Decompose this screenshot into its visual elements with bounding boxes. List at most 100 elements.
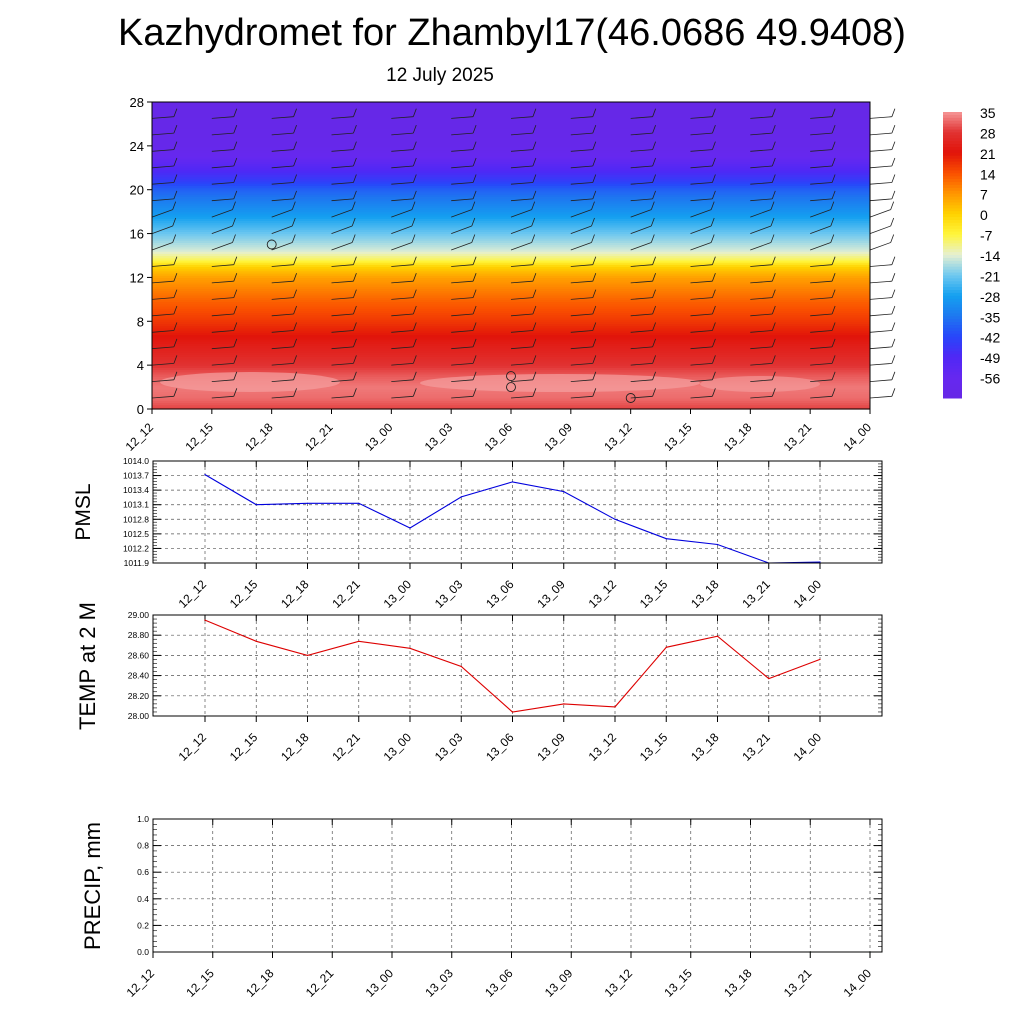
x-tick-label: 13_00: [381, 577, 415, 611]
x-tick-label: 12_18: [242, 420, 276, 454]
wind-barb-shaft: [271, 363, 294, 366]
wind-barb-flag: [293, 108, 297, 117]
wind-barb-shaft: [690, 379, 713, 382]
pmsl-data-point: [511, 481, 514, 483]
wind-barb-shaft: [570, 297, 593, 300]
colorbar-cell: [943, 120, 962, 125]
wind-barb-flag: [652, 322, 656, 331]
wind-barb: [869, 190, 896, 202]
heatmap-band: [152, 349, 870, 353]
wind-barb-shaft: [869, 182, 892, 185]
wind-barb: [750, 141, 776, 152]
colorbar-cell: [943, 249, 962, 253]
wind-barb-flag: [233, 338, 238, 348]
colorbar-cell: [943, 360, 962, 364]
heatmap-band: [152, 321, 870, 325]
wind-barb: [510, 141, 537, 152]
wind-barb-shaft: [331, 330, 354, 333]
x-tick-label: 13_12: [586, 730, 620, 764]
heatmap-band: [152, 167, 870, 171]
y-tick-label: 29.00: [128, 610, 150, 620]
wind-barb: [451, 141, 477, 152]
wind-barb-shaft: [151, 379, 174, 382]
heatmap-band: [152, 325, 870, 329]
wind-barb-flag: [472, 338, 477, 348]
colorbar-cell: [943, 225, 962, 230]
wind-barb: [211, 371, 238, 382]
wind-barb-shaft: [331, 264, 354, 267]
heatmap-band: [152, 402, 870, 406]
colorbar-cell: [943, 371, 962, 376]
temp-panel: [152, 614, 883, 722]
wind-barb-flag: [232, 234, 236, 243]
wind-barb: [750, 273, 776, 284]
wind-barb-flag: [532, 157, 537, 167]
wind-barb-flag: [353, 371, 357, 380]
colorbar-cell: [943, 170, 962, 174]
wind-barb-flag: [591, 217, 595, 227]
heatmap-band: [152, 102, 870, 105]
wind-barb-shaft: [690, 264, 713, 267]
wind-barb-shaft: [211, 313, 234, 317]
wind-barb: [690, 305, 716, 317]
wind-barb-flag: [891, 305, 896, 315]
wind-barb-flag: [412, 289, 417, 298]
wind-barb-shaft: [690, 209, 712, 218]
wind-barb-shaft: [810, 209, 831, 218]
wind-barb: [331, 174, 357, 185]
wind-barb-shaft: [391, 209, 413, 218]
wind-barb-flag: [831, 190, 836, 200]
wind-barb-shaft: [570, 198, 593, 202]
colorbar-cell: [943, 351, 962, 355]
wind-barb: [211, 338, 238, 350]
wind-barb-shaft: [211, 225, 233, 234]
wind-barb: [750, 371, 776, 382]
wind-barb: [451, 305, 477, 317]
colorbar-cell: [943, 182, 962, 186]
wind-barb: [391, 108, 417, 119]
wind-barb-shaft: [750, 242, 772, 251]
wind-barb-shaft: [271, 280, 294, 284]
wind-barb-shaft: [690, 225, 712, 234]
colorbar-cell: [943, 149, 962, 154]
wind-barb-shaft: [151, 330, 174, 333]
wind-barb: [331, 305, 357, 317]
wind-barb-shaft: [451, 346, 474, 350]
wind-barb-flag: [472, 322, 477, 331]
wind-barb-flag: [293, 305, 297, 315]
x-tick-label: 13_00: [362, 420, 396, 454]
heatmap-band: [152, 205, 870, 208]
wind-barb-flag: [592, 355, 597, 364]
colorbar-label: 0: [980, 207, 988, 223]
wind-barb: [690, 388, 716, 399]
wind-barb-shaft: [331, 313, 354, 317]
heatmap-band: [152, 270, 870, 274]
wind-barb-flag: [650, 234, 655, 243]
colorbar-cell: [943, 117, 962, 122]
pmsl-data-point: [460, 496, 462, 498]
wind-barb-shaft: [451, 116, 474, 119]
wind-barb: [211, 141, 238, 152]
wind-barb: [630, 388, 656, 399]
wind-barb-shaft: [570, 165, 593, 169]
wind-barb-shaft: [451, 182, 474, 185]
heatmap-band: [152, 172, 870, 175]
wind-barb: [331, 273, 357, 284]
wind-barb-flag: [233, 289, 238, 298]
wind-barb-flag: [532, 141, 537, 150]
wind-barb-flag: [652, 174, 656, 183]
wind-barb: [869, 174, 896, 185]
wind-barb-flag: [351, 234, 356, 243]
page-title: Kazhydromet for Zhambyl17(46.0686 49.940…: [118, 12, 906, 54]
colorbar-cell: [943, 345, 962, 349]
heatmap-band: [152, 347, 870, 351]
wind-barb-shaft: [211, 280, 234, 284]
x-tick-label: 12_18: [278, 730, 312, 764]
wind-barb-flag: [472, 355, 477, 364]
wind-barb-flag: [472, 256, 477, 265]
wind-barb: [211, 256, 238, 267]
colorbar-label: -35: [980, 309, 1000, 325]
wind-barb-shaft: [211, 264, 234, 267]
wind-barb-flag: [232, 217, 236, 227]
wind-barb-flag: [531, 234, 536, 243]
